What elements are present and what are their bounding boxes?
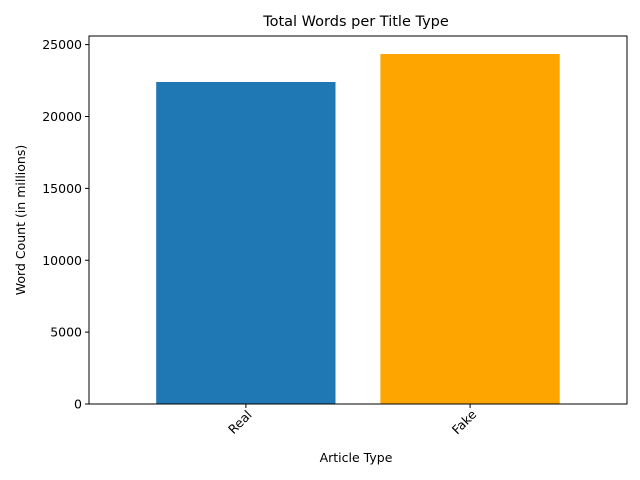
y-tick-label: 10000	[42, 253, 82, 268]
y-tick-label: 5000	[50, 325, 82, 340]
y-axis: 0 5000 10000 15000 20000 25000	[42, 37, 89, 412]
x-tick-label-fake: Fake	[449, 407, 480, 438]
x-tick-label-real: Real	[225, 407, 255, 437]
plot-frame	[88, 35, 628, 405]
bar-fake	[380, 54, 560, 404]
y-tick-label: 25000	[42, 37, 82, 52]
y-tick-label: 15000	[42, 181, 82, 196]
bar-real	[156, 82, 336, 404]
y-axis-label: Word Count (in millions)	[13, 145, 28, 295]
y-tick-label: 20000	[42, 109, 82, 124]
x-axis: Real Fake	[225, 404, 480, 438]
y-tick-label: 0	[74, 397, 82, 412]
bars-group	[156, 54, 560, 404]
x-axis-label: Article Type	[320, 450, 393, 465]
chart-title: Total Words per Title Type	[262, 14, 449, 30]
